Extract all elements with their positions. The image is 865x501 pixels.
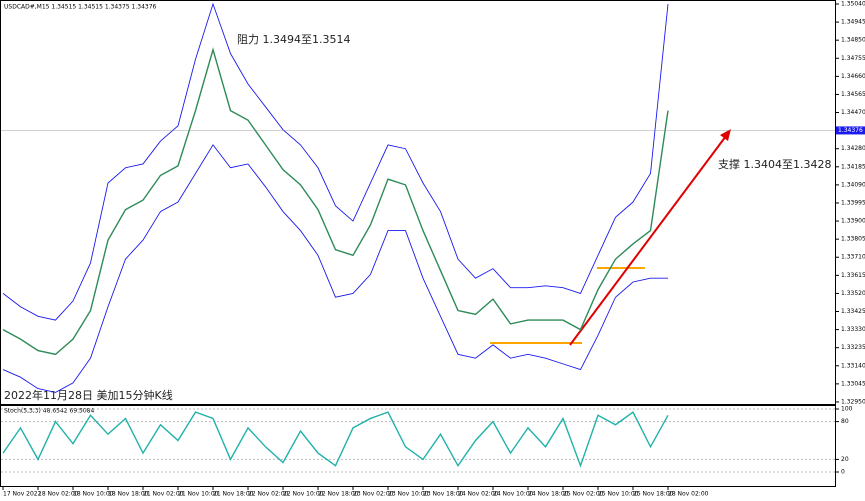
y-tick-label: 1.34185 [841, 163, 865, 170]
y-tick-label: 1.33995 [841, 199, 865, 206]
y-tick-label: 1.33330 [841, 326, 865, 333]
price-frame [0, 0, 836, 405]
series-line [2, 2, 669, 321]
x-tick-label: 24 Nov 10:00 [493, 491, 534, 498]
arrow-head [720, 129, 731, 141]
y-tick-label: 1.34280 [841, 145, 865, 152]
x-tick-label: 18 Nov 02:00 [38, 491, 79, 498]
x-tick-label: 21 Nov 10:00 [178, 491, 219, 498]
x-tick-label: 23 Nov 18:00 [423, 491, 464, 498]
y-tick-label: 1.33615 [841, 272, 865, 279]
y-tick-label: 20 [841, 456, 849, 463]
x-tick-label: 24 Nov 02:00 [458, 491, 499, 498]
series-line [2, 411, 669, 468]
y-tick-label: 1.33520 [841, 290, 865, 297]
y-tick-label: 1.33140 [841, 362, 865, 369]
x-tick-label: 25 Nov 10:00 [598, 491, 639, 498]
x-tick-label: 18 Nov 10:00 [73, 491, 114, 498]
y-tick-label: 1.32950 [841, 398, 865, 405]
y-tick-label: 1.34755 [841, 55, 865, 62]
x-tick-label: 24 Nov 18:00 [528, 491, 569, 498]
y-tick-label: 1.33045 [841, 380, 865, 387]
y-tick-label: 1.34945 [841, 19, 865, 26]
x-tick-label: 28 Nov 02:00 [668, 491, 709, 498]
y-tick-label: 1.33900 [841, 218, 865, 225]
annotation: 支撑 1.3404至1.3428 [718, 157, 831, 171]
x-tick-label: 22 Nov 10:00 [283, 491, 324, 498]
x-tick-label: 25 Nov 18:00 [633, 491, 674, 498]
x-tick-label: 22 Nov 02:00 [248, 491, 289, 498]
y-tick-label: 1.35040 [841, 0, 865, 7]
y-tick-label: 100 [841, 406, 853, 413]
annotation: 阻力 1.3494至1.3514 [237, 33, 350, 46]
y-tick-label: 1.33235 [841, 344, 865, 351]
y-tick-label: 1.34470 [841, 109, 865, 116]
x-tick-label: 25 Nov 02:00 [563, 491, 604, 498]
y-tick-label: 1.33425 [841, 308, 865, 315]
x-tick-label: 22 Nov 18:00 [318, 491, 359, 498]
x-tick-label: 18 Nov 18:00 [108, 491, 149, 498]
y-tick-label: 1.33710 [841, 254, 865, 261]
x-tick-label: 23 Nov 02:00 [353, 491, 394, 498]
x-tick-label: 21 Nov 18:00 [213, 491, 254, 498]
last-price-label: 1.34376 [838, 127, 863, 134]
y-tick-label: 0 [841, 469, 845, 476]
y-tick-label: 1.34090 [841, 181, 865, 188]
x-tick-label: 23 Nov 10:00 [388, 491, 429, 498]
y-tick-label: 80 [841, 418, 849, 425]
series-line [2, 144, 668, 393]
chart-title: USDCAD#,M15 1.34515 1.34515 1.34375 1.34… [4, 4, 157, 11]
y-tick-label: 1.33805 [841, 236, 865, 243]
last-price-box [836, 126, 865, 135]
y-tick-label: 1.34850 [841, 37, 865, 44]
series-line [2, 47, 669, 356]
y-tick-label: 1.34660 [841, 73, 865, 80]
x-tick-label: 17 Nov 2022 [3, 491, 42, 498]
annotation: 2022年11月28日 美加15分钟K线 [4, 388, 173, 402]
y-tick-label: 1.34565 [841, 91, 865, 98]
stoch-title: Stoch(5,3,3) 48.6542 69.5084 [4, 408, 95, 415]
arrow [569, 135, 727, 346]
x-tick-label: 21 Nov 02:00 [143, 491, 184, 498]
